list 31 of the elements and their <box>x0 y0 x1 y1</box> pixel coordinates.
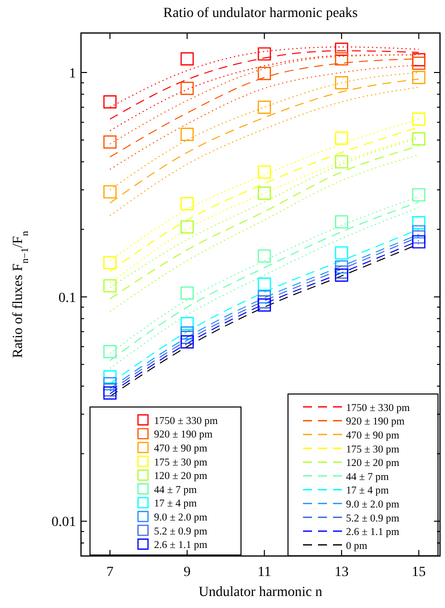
legend-label: 44 ± 7 pm <box>154 484 197 496</box>
x-axis-title: Undulator harmonic n <box>198 585 322 600</box>
chart-title: Ratio of undulator harmonic peaks <box>163 6 358 21</box>
x-tick-label: 11 <box>258 565 272 580</box>
legend-label: 120 ± 20 pm <box>346 458 400 470</box>
legend-label: 920 ± 190 pm <box>346 416 405 428</box>
legend-label: 920 ± 190 pm <box>154 430 213 441</box>
legend-label: 9.0 ± 2.0 pm <box>154 512 208 524</box>
legend-label: 470 ± 90 pm <box>346 430 400 442</box>
legend-label: 1750 ± 330 pm <box>154 416 218 427</box>
legend-label: 5.2 ± 0.9 pm <box>346 513 400 524</box>
legend-label: 0 pm <box>346 540 368 552</box>
legend-label: 120 ± 20 pm <box>154 471 208 482</box>
x-tick-label: 9 <box>184 565 191 580</box>
legend-label: 175 ± 30 pm <box>154 457 208 468</box>
legend-label: 1750 ± 330 pm <box>346 402 410 414</box>
y-tick-label: 1 <box>69 66 76 82</box>
legend-label: 5.2 ± 0.9 pm <box>154 526 208 538</box>
legend-label: 17 ± 4 pm <box>154 498 197 510</box>
y-tick-label: 0.1 <box>58 290 76 306</box>
legend-label: 175 ± 30 pm <box>346 444 400 456</box>
x-tick-label: 15 <box>412 565 426 580</box>
legend-label: 2.6 ± 1.1 pm <box>154 540 208 552</box>
legend-label: 470 ± 90 pm <box>154 444 208 454</box>
y-tick-label: 0.01 <box>52 515 76 530</box>
legend-label: 44 ± 7 pm <box>346 472 389 483</box>
legend-label: 17 ± 4 pm <box>346 486 389 497</box>
legend-label: 9.0 ± 2.0 pm <box>346 500 400 510</box>
x-tick-label: 7 <box>106 565 114 580</box>
x-tick-label: 13 <box>334 565 349 580</box>
legend-label: 2.6 ± 1.1 pm <box>346 527 400 538</box>
